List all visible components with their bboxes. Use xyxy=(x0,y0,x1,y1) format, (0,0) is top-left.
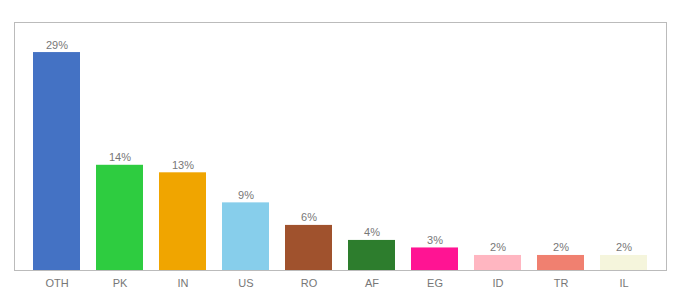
svg-text:US: US xyxy=(238,277,253,289)
svg-text:2%: 2% xyxy=(553,241,569,253)
svg-text:13%: 13% xyxy=(172,159,194,171)
svg-text:IL: IL xyxy=(619,277,628,289)
svg-text:29%: 29% xyxy=(46,39,68,51)
svg-text:2%: 2% xyxy=(616,241,632,253)
svg-text:OTH: OTH xyxy=(45,277,68,289)
svg-text:9%: 9% xyxy=(238,189,254,201)
svg-text:14%: 14% xyxy=(109,151,131,163)
svg-text:4%: 4% xyxy=(364,226,380,238)
svg-text:RO: RO xyxy=(301,277,318,289)
svg-text:3%: 3% xyxy=(427,234,443,246)
svg-text:ID: ID xyxy=(493,277,504,289)
svg-text:EG: EG xyxy=(427,277,443,289)
svg-text:IN: IN xyxy=(178,277,189,289)
svg-text:PK: PK xyxy=(113,277,128,289)
svg-text:TR: TR xyxy=(554,277,569,289)
svg-text:2%: 2% xyxy=(490,241,506,253)
svg-text:AF: AF xyxy=(365,277,379,289)
svg-text:6%: 6% xyxy=(301,211,317,223)
